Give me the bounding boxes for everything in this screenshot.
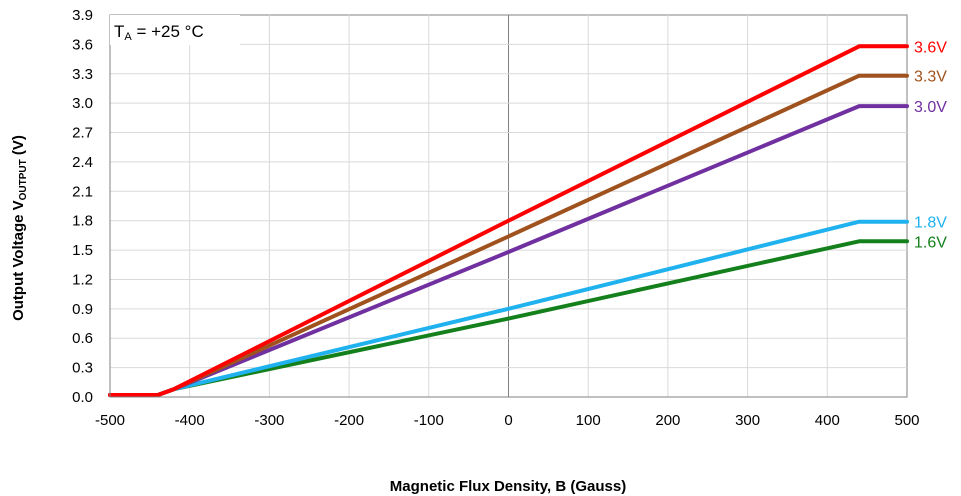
y-tick-label: 3.6 <box>72 36 93 53</box>
x-tick-label: 0 <box>504 412 512 429</box>
y-tick-label: 2.4 <box>72 154 93 171</box>
y-tick-label: 2.7 <box>72 125 93 142</box>
y-axis-title-sub: OUTPUT <box>18 159 29 200</box>
x-tick-label: -200 <box>334 412 364 429</box>
grid <box>109 14 908 398</box>
x-tick-label: -400 <box>175 412 205 429</box>
series-label-1.8V: 1.8V <box>914 215 947 232</box>
series-line-3.6V <box>108 44 909 397</box>
annotation-rest: = +25 °C <box>132 22 204 41</box>
y-axis-title: Output Voltage VOUTPUT (V) <box>10 135 29 321</box>
annotation-main: T <box>114 22 124 41</box>
series-lines <box>108 44 909 397</box>
y-axis-title-main: Output Voltage V <box>10 200 27 321</box>
y-tick-label: 2.1 <box>72 183 93 200</box>
y-tick-label: 0.3 <box>72 360 93 377</box>
y-tick-label: 1.2 <box>72 271 93 288</box>
x-tick-label: 200 <box>655 412 680 429</box>
x-tick-label: 500 <box>894 412 919 429</box>
y-tick-label: 1.5 <box>72 242 93 259</box>
temperature-annotation: TA = +25 °C <box>114 22 204 43</box>
x-axis-title: Magnetic Flux Density, B (Gauss) <box>390 478 626 495</box>
y-axis-title-unit: (V) <box>10 135 27 159</box>
x-tick-label: 300 <box>735 412 760 429</box>
y-tick-label: 0.9 <box>72 301 93 318</box>
y-tick-label: 0.6 <box>72 330 93 347</box>
y-tick-label: 1.8 <box>72 213 93 230</box>
series-label-3.0V: 3.0V <box>914 99 947 116</box>
x-tick-label: -500 <box>95 412 125 429</box>
x-tick-label: 100 <box>576 412 601 429</box>
series-label-3.6V: 3.6V <box>914 39 947 56</box>
y-tick-label: 3.0 <box>72 95 93 112</box>
y-tick-label: 3.3 <box>72 66 93 83</box>
annotation-box <box>110 15 240 45</box>
x-tick-labels: -500 -400 -300 -200 -100 0 100 200 300 400 500 <box>95 412 920 429</box>
series-label-3.3V: 3.3V <box>914 69 947 86</box>
y-tick-labels: 0.0 0.3 0.6 0.9 1.2 1.5 1.8 2.1 2.4 2.7 3.0 3.3 3.6 3… <box>72 7 93 406</box>
x-tick-label: 400 <box>815 412 840 429</box>
x-tick-label: -100 <box>414 412 444 429</box>
annotation-sub: A <box>124 31 132 43</box>
series-label-1.6V: 1.6V <box>914 234 947 251</box>
series-labels: 3.6V 3.3V 3.0V 1.8V 1.6V <box>914 39 947 251</box>
x-tick-label: -300 <box>254 412 284 429</box>
axes <box>109 15 907 398</box>
y-tick-label: 3.9 <box>72 7 93 24</box>
y-tick-label: 0.0 <box>72 389 93 406</box>
